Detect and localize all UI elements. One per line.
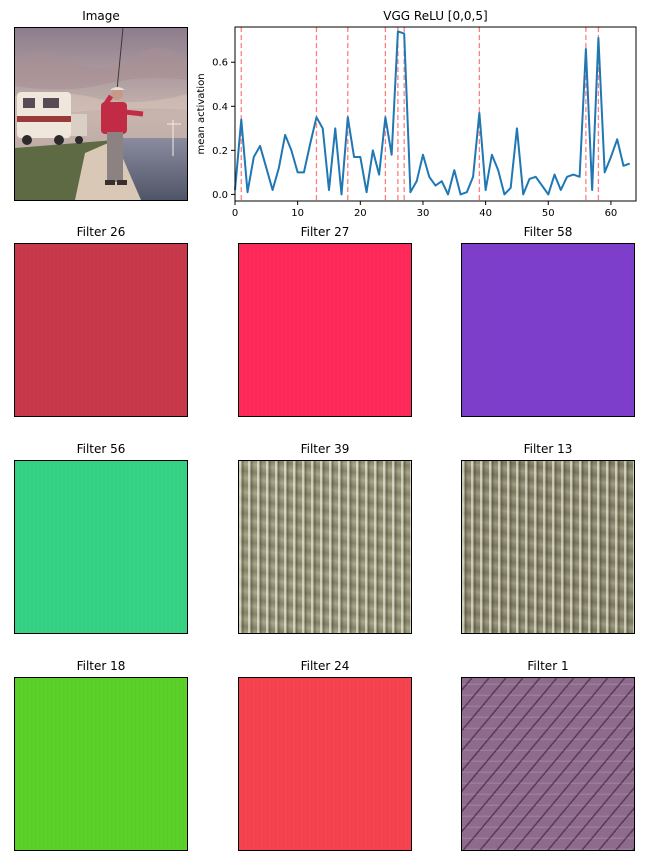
y-tick-label: 0.0 (212, 190, 228, 201)
x-tick-label: 10 (291, 208, 304, 219)
filter-visualization (461, 677, 635, 851)
trailer (17, 92, 87, 145)
filter-visualization (238, 460, 412, 634)
x-tick-label: 60 (605, 208, 618, 219)
image-title: Image (82, 9, 120, 23)
source-photo (14, 27, 188, 201)
filter-visualization (14, 243, 188, 417)
filter-visualization (461, 243, 635, 417)
filter-title: Filter 56 (76, 442, 126, 456)
x-tick-label: 40 (479, 208, 492, 219)
fisherman (100, 28, 144, 185)
filter-visualization (238, 677, 412, 851)
y-axis-label: mean activation (196, 73, 207, 154)
x-tick-label: 50 (542, 208, 555, 219)
y-tick-label: 0.2 (212, 146, 228, 157)
activation-line (234, 30, 631, 196)
filter-title: Filter 27 (300, 225, 350, 239)
x-tick-label: 20 (354, 208, 367, 219)
filter-title: Filter 24 (300, 659, 350, 673)
y-tick-label: 0.6 (212, 58, 228, 69)
x-tick-label: 30 (417, 208, 430, 219)
activation-chart: 0 10 20 30 40 50 60 0.0 0.2 0.4 0.6 mean activation (196, 26, 637, 219)
filter-visualization (14, 460, 188, 634)
y-tick-label: 0.4 (212, 102, 228, 113)
plot-frame (234, 26, 637, 202)
filter-title: Filter 26 (76, 225, 126, 239)
filter-visualization (461, 460, 635, 634)
chart-title: VGG ReLU [0,0,5] (383, 9, 488, 23)
photo-illustration (15, 28, 187, 200)
filter-title: Filter 13 (523, 442, 573, 456)
filter-title: Filter 1 (527, 659, 569, 673)
filter-visualization (238, 243, 412, 417)
filter-title: Filter 39 (300, 442, 350, 456)
filter-title: Filter 18 (76, 659, 126, 673)
filter-visualization (14, 677, 188, 851)
x-tick-label: 0 (232, 208, 238, 219)
filter-title: Filter 58 (523, 225, 573, 239)
